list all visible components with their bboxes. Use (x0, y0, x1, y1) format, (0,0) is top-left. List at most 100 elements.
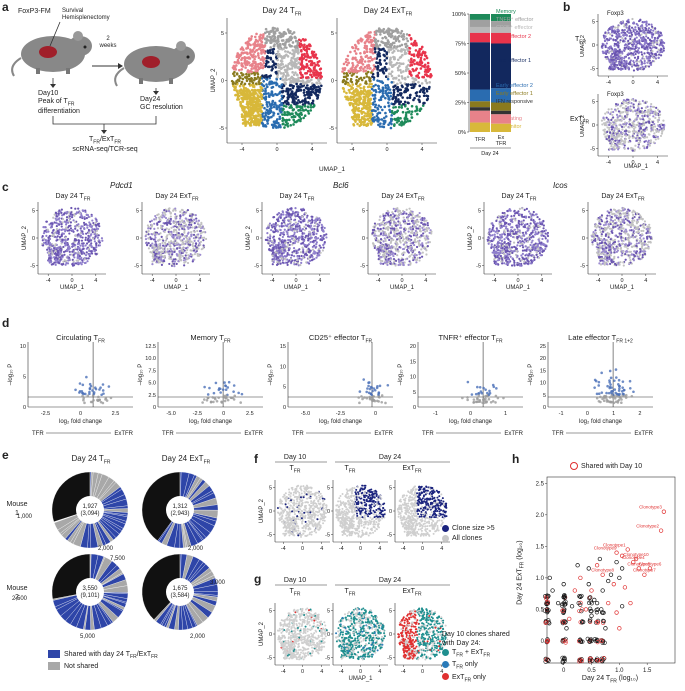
cell-point (306, 76, 310, 79)
surgery-label: Survival Hemisplenectomy (62, 8, 110, 21)
cell-point (636, 135, 639, 139)
cell-point (395, 61, 399, 65)
cell-point (396, 85, 400, 89)
legend-item: Progenitor (496, 123, 522, 130)
cell-point (306, 69, 310, 73)
cell-point (614, 50, 618, 53)
cell-point (264, 62, 268, 66)
cell-point (79, 244, 82, 247)
cell-point (624, 99, 627, 102)
cell-point (279, 125, 282, 129)
cell-point (299, 86, 302, 89)
cell-point (393, 117, 397, 121)
cell-point (384, 96, 387, 100)
cell-point (643, 62, 646, 65)
cell-point (387, 30, 391, 34)
cell-point (249, 116, 253, 120)
cell-point (49, 226, 52, 229)
cell-point (251, 55, 255, 59)
cell-point (278, 47, 282, 51)
cell-point (74, 212, 78, 215)
y-tick-label: 5 (592, 99, 595, 105)
cell-point (256, 72, 260, 76)
cell-point (363, 114, 366, 118)
cell-point (51, 231, 54, 234)
cell-point (173, 234, 176, 237)
cell-point (276, 62, 280, 66)
cell-point (651, 35, 654, 38)
cell-point (246, 100, 249, 104)
cell-point (252, 46, 256, 50)
cell-point (618, 60, 621, 63)
cell-point (626, 102, 630, 105)
cell-point (387, 28, 391, 32)
cell-point (654, 138, 657, 141)
cell-point (52, 249, 55, 252)
cell-point (371, 103, 375, 106)
cell-point (645, 45, 648, 49)
cell-point (268, 35, 272, 39)
cell-point (287, 95, 291, 99)
cell-point (654, 30, 657, 33)
panel-label-a: a (2, 0, 9, 14)
cell-point (42, 231, 46, 235)
cell-point (80, 239, 84, 242)
cell-point (620, 57, 623, 61)
cell-point (303, 98, 307, 101)
cell-point (398, 123, 401, 126)
cell-point (90, 224, 94, 228)
cell-point (628, 56, 631, 60)
bar-segment (491, 102, 511, 111)
cell-point (648, 114, 651, 117)
cell-point (157, 256, 161, 259)
cell-point (602, 116, 605, 119)
cell-point (604, 50, 607, 53)
bar-segment (470, 32, 490, 43)
cell-point (645, 64, 649, 68)
cell-point (642, 67, 646, 70)
cell-point (622, 125, 626, 129)
cell-point (404, 115, 408, 119)
cell-point (202, 239, 205, 242)
cell-point (267, 92, 270, 95)
cell-point (355, 94, 359, 97)
cell-point (408, 33, 411, 37)
cell-point (56, 235, 59, 238)
cell-point (421, 64, 424, 68)
cell-point (377, 52, 380, 56)
cell-point (256, 89, 260, 92)
cell-point (382, 125, 386, 129)
cell-point (612, 121, 615, 124)
cell-point (348, 91, 352, 94)
cell-point (403, 76, 407, 80)
cell-point (192, 249, 196, 252)
cell-point (262, 61, 266, 65)
cell-point (603, 118, 606, 121)
cell-point (410, 57, 413, 61)
cell-point (306, 87, 310, 90)
cell-point (614, 118, 617, 122)
cell-point (309, 87, 312, 91)
cell-point (624, 61, 627, 64)
cell-point (48, 234, 51, 238)
cell-point (312, 104, 316, 107)
cell-point (653, 122, 656, 126)
cell-point (649, 54, 652, 58)
cell-point (283, 30, 286, 34)
cell-point (633, 39, 636, 43)
cell-point (344, 60, 348, 64)
cell-point (637, 142, 640, 145)
cell-point (273, 36, 277, 40)
cell-point (49, 243, 53, 246)
cell-point (287, 74, 290, 77)
cell-point (302, 65, 305, 68)
cell-point (663, 41, 666, 45)
cell-point (390, 70, 394, 73)
cell-point (60, 211, 63, 215)
cell-point (634, 52, 637, 56)
cell-point (260, 105, 264, 109)
cell-point (608, 47, 611, 50)
cell-point (90, 252, 94, 255)
cell-point (350, 85, 353, 89)
cell-point (399, 92, 402, 96)
